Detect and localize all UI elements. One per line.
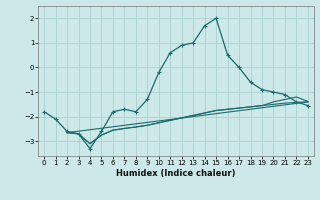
- X-axis label: Humidex (Indice chaleur): Humidex (Indice chaleur): [116, 169, 236, 178]
